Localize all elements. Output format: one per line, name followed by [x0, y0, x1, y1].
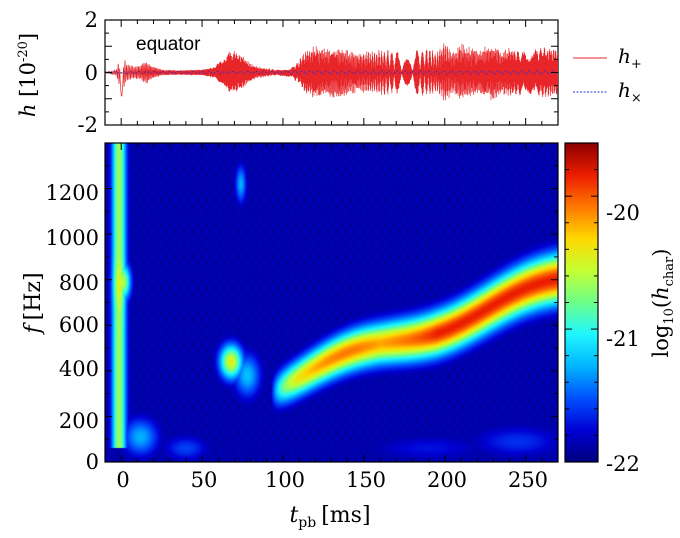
legend-h-cross-label: h×	[618, 78, 642, 106]
legend-h-plus-label: h+	[618, 44, 642, 72]
colorbar-bar	[564, 142, 599, 463]
waveform-panel: equator 2 0 -2 h [10-20] h+ h×	[16, 8, 642, 137]
waveform-legend: h+ h×	[573, 44, 642, 106]
spectrogram-image	[105, 143, 558, 462]
spectrogram-x-axis-label: tpb [ms]	[289, 503, 370, 531]
spectrogram-ticks	[104, 142, 559, 463]
colorbar: -20 -21 -22 log10(hchar)	[564, 142, 677, 476]
waveform-ticks	[104, 19, 559, 126]
spectrogram-x-tick-label: 150	[346, 468, 386, 492]
spectrogram-y-tick-labels: 0 200 400 600 800 1000 1200	[46, 181, 99, 474]
spectrogram-y-tick-label: 600	[59, 313, 99, 337]
svg-text:f[Hz]: f[Hz]	[21, 272, 46, 335]
spectrogram-y-tick-label: 200	[59, 409, 99, 433]
spectrogram-y-tick-label: 1000	[46, 226, 99, 250]
h-cross-series-line	[105, 70, 558, 75]
waveform-y-tick-label: -2	[78, 113, 98, 137]
spectrogram-x-tick-label: 0	[116, 468, 129, 492]
waveform-annotation: equator	[136, 34, 201, 55]
spectrogram-x-tick-label: 100	[265, 468, 305, 492]
spectrogram-x-tick-label: 50	[191, 468, 218, 492]
spectrogram-y-tick-label: 1200	[46, 181, 99, 205]
colorbar-tick-label: -20	[606, 201, 640, 225]
colorbar-tick-label: -22	[606, 452, 640, 476]
spectrogram-x-tick-labels: 0 50 100 150 200 250	[116, 468, 548, 492]
colorbar-tick-label: -21	[606, 327, 640, 351]
colorbar-label: log10(hchar)	[649, 249, 677, 358]
svg-text:h [10-20]: h [10-20]	[16, 33, 40, 117]
spectrogram-y-axis-label: f[Hz]	[21, 272, 46, 335]
waveform-y-tick-label: 2	[85, 8, 98, 32]
spectrogram-x-tick-label: 200	[427, 468, 467, 492]
spectrogram-panel: 0 200 400 600 800 1000 1200 0 50 100 150…	[21, 142, 677, 531]
spectrogram-y-tick-label: 0	[86, 450, 99, 474]
spectrogram-y-tick-label: 400	[59, 357, 99, 381]
spectrogram-y-tick-label: 800	[59, 271, 99, 295]
spectrogram-x-tick-label: 250	[508, 468, 548, 492]
svg-text:log10(hchar): log10(hchar)	[649, 249, 677, 358]
waveform-y-tick-label: 0	[85, 61, 98, 85]
h-plus-series-line	[105, 43, 558, 101]
colorbar-ticks	[565, 142, 598, 463]
waveform-y-axis-label: h [10-20]	[16, 33, 40, 117]
